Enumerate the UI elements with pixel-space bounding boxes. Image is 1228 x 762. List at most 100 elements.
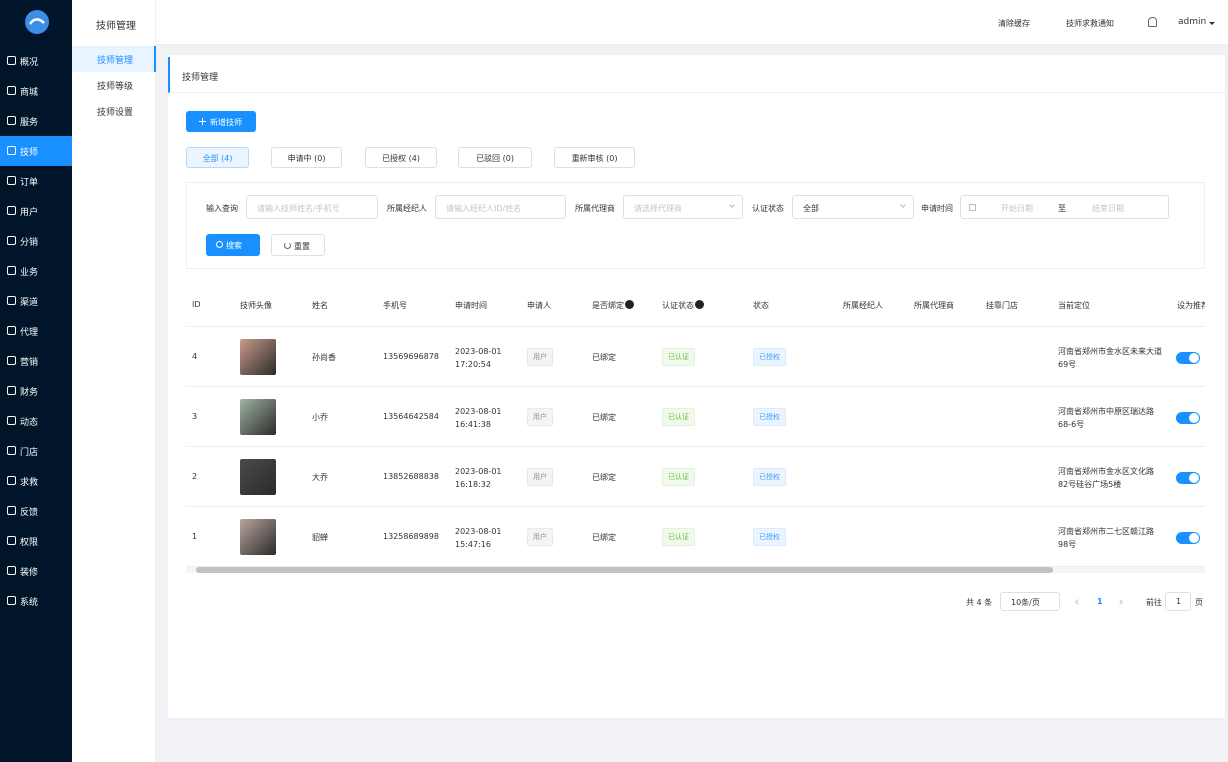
recommend-switch[interactable] [1176, 352, 1200, 364]
menu-item[interactable]: 业务 [0, 256, 72, 286]
date-end: 结束日期 [1092, 204, 1124, 213]
search-button[interactable]: 搜索 [206, 234, 260, 256]
calendar-icon [969, 204, 976, 211]
recommend-switch[interactable] [1176, 472, 1200, 484]
plus-icon [202, 118, 203, 125]
submenu-item[interactable]: 技师等级 [72, 72, 156, 98]
column-header: 所属代理商 [914, 301, 954, 310]
prev[interactable] [1075, 599, 1081, 605]
filter-label: 认证状态 [752, 204, 784, 213]
cell-name: 孙尚香 [312, 353, 336, 362]
submenu-item[interactable]: 技师设置 [72, 98, 156, 124]
column-header: 认证状态 [662, 301, 694, 310]
scroll-thumb[interactable] [196, 567, 1053, 573]
submenu-label: 技师等级 [97, 82, 134, 92]
menu-item[interactable]: 财务 [0, 376, 72, 406]
menu-item[interactable]: 反馈 [0, 496, 72, 526]
menu-icon [7, 506, 16, 515]
filter-label: 输入查询 [206, 204, 238, 213]
menu-icon [7, 326, 16, 335]
sos-notice[interactable]: 技师求救通知 [1066, 19, 1114, 28]
cert-select[interactable]: 全部 [792, 195, 914, 219]
clear-cache[interactable]: 清除缓存 [998, 19, 1030, 28]
status-tab[interactable]: 申请中 (0) [271, 147, 342, 168]
cell-bound: 已绑定 [592, 473, 616, 482]
menu-item[interactable]: 分销 [0, 226, 72, 256]
status-tab[interactable]: 重新审核 (0) [554, 147, 635, 168]
input-text: 全部 [803, 204, 819, 213]
bell[interactable] [1148, 17, 1157, 27]
menu-item[interactable]: 商城 [0, 76, 72, 106]
menu-icon [7, 566, 16, 575]
filter-label: 申请时间 [921, 204, 953, 213]
status-tab[interactable]: 全部 (4) [186, 147, 249, 168]
reset-button[interactable]: 重置 [271, 234, 325, 256]
h-scrollbar[interactable] [186, 567, 1205, 573]
cell-applicant: 用户 [527, 348, 553, 366]
menu-item[interactable]: 用户 [0, 196, 72, 226]
menu-item[interactable]: 技师 [0, 136, 72, 166]
switch-knob [1189, 473, 1199, 483]
menu-item[interactable]: 代理 [0, 316, 72, 346]
dealer-select[interactable]: 请选择代理商 [623, 195, 743, 219]
cell-location: 河南省郑州市中原区瑞达路68-6号 [1058, 407, 1154, 429]
table-row [186, 387, 1205, 447]
menu-label: 概况 [20, 58, 39, 68]
goto-value: 1 [1176, 597, 1182, 606]
menu-item[interactable]: 权限 [0, 526, 72, 556]
submenu-label: 技师设置 [97, 108, 134, 118]
menu-item[interactable]: 系统 [0, 586, 72, 616]
menu-label: 财务 [20, 388, 39, 398]
add-button[interactable]: 新增技师 [186, 111, 256, 132]
cell-id: 1 [192, 532, 198, 541]
status-tab[interactable]: 已授权 (4) [365, 147, 437, 168]
date-range[interactable]: 开始日期 至 结束日期 [960, 195, 1169, 219]
menu-label: 分销 [20, 238, 39, 248]
sidebar: 概况商城 服务技师订单用户分销业务 渠道代理营销财务动态 门店 求救 反馈 权限 装修 系统 [0, 0, 72, 762]
page-current[interactable]: 1 [1097, 597, 1103, 606]
menu-item[interactable]: 概况 [0, 46, 72, 76]
menu-item[interactable]: 营销 [0, 346, 72, 376]
menu-item[interactable]: 装修 [0, 556, 72, 586]
page-size-label: 10条/页 [1011, 598, 1040, 607]
cell-applicant: 用户 [527, 528, 553, 546]
column-header: 是否绑定 [592, 301, 624, 310]
menu-icon [7, 416, 16, 425]
status-tab[interactable]: 已驳回 (0) [458, 147, 532, 168]
switch-knob [1189, 413, 1199, 423]
help-icon [695, 300, 704, 309]
menu-icon [7, 476, 16, 485]
menu-item[interactable]: 求救 [0, 466, 72, 496]
page-size[interactable]: 10条/页 [1000, 592, 1060, 611]
goto-input[interactable]: 1 [1165, 592, 1191, 611]
menu-label: 订单 [20, 178, 39, 188]
agent-input[interactable]: 请输入经纪人ID/姓名 [435, 195, 566, 219]
next[interactable] [1117, 599, 1123, 605]
submenu-item[interactable]: 技师管理 [72, 46, 156, 72]
table-row [186, 447, 1205, 507]
menu-icon [7, 386, 16, 395]
cell-cert: 已认证 [662, 408, 695, 426]
filter-label: 所属经纪人 [387, 204, 427, 213]
menu-label: 代理 [20, 328, 39, 338]
recommend-switch[interactable] [1176, 412, 1200, 424]
status-tab-label: 已驳回 (0) [476, 154, 514, 163]
menu-item[interactable]: 渠道 [0, 286, 72, 316]
cell-phone: 13852688838 [383, 472, 439, 481]
cell-cert: 已认证 [662, 348, 695, 366]
menu-label: 技师 [20, 148, 39, 158]
help-icon [625, 300, 634, 309]
add-label: 新增技师 [210, 118, 242, 127]
query-input[interactable]: 请输入技师姓名/手机号 [246, 195, 378, 219]
cell-location: 河南省郑州市金水区文化路82号硅谷广场5楼 [1058, 467, 1154, 489]
menu-item[interactable]: 动态 [0, 406, 72, 436]
menu-item[interactable]: 门店 [0, 436, 72, 466]
user-menu[interactable]: admin [1178, 17, 1207, 27]
recommend-switch[interactable] [1176, 532, 1200, 544]
cell-status: 已授权 [753, 528, 786, 546]
cell-applicant: 用户 [527, 408, 553, 426]
menu-icon [7, 536, 16, 545]
menu-item[interactable]: 订单 [0, 166, 72, 196]
menu-item[interactable]: 服务 [0, 106, 72, 136]
